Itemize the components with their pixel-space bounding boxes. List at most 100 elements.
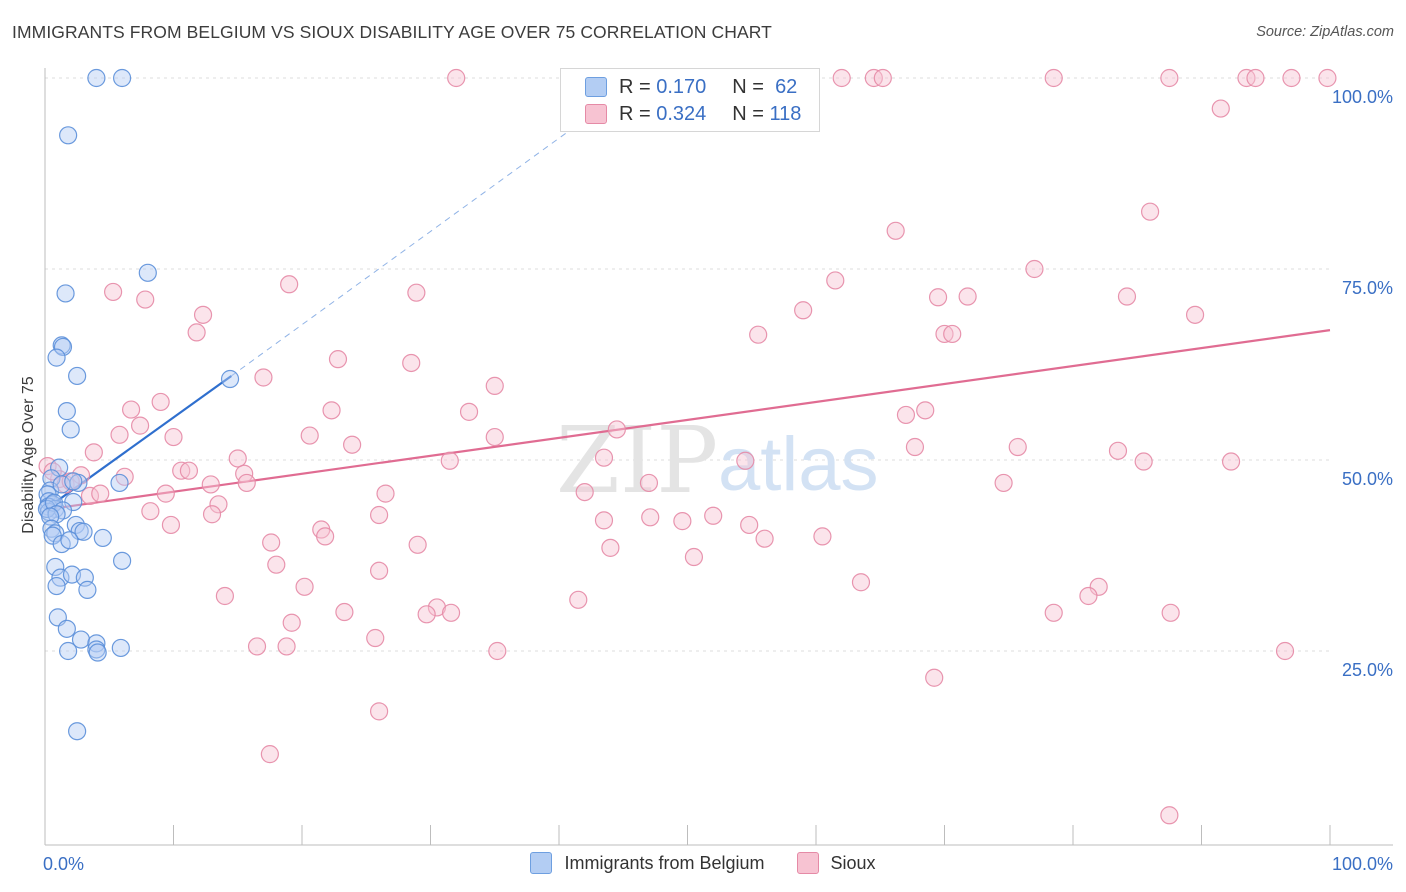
sioux-point-1 xyxy=(832,68,851,88)
legend-item-belgium: Immigrants from Belgium xyxy=(530,852,765,874)
belgium-point-2 xyxy=(59,126,78,145)
sioux-point-54 xyxy=(1134,452,1153,471)
belgium-point-55 xyxy=(68,722,87,741)
sioux-point-39 xyxy=(130,416,150,435)
sioux-point-86 xyxy=(316,527,335,546)
sioux-point-68 xyxy=(639,473,659,493)
sioux-point-52 xyxy=(440,451,459,470)
sioux-point-47 xyxy=(1008,437,1027,457)
series-belgium-points xyxy=(37,68,240,741)
legend-row-belgium: R = 0.170 N = 62 xyxy=(585,74,797,100)
legend-r-label: R = xyxy=(619,75,651,98)
belgium-point-1 xyxy=(112,68,132,88)
trend-belgium-extension xyxy=(231,100,611,377)
sioux-point-75 xyxy=(209,495,228,514)
sioux-point-24 xyxy=(1185,305,1205,324)
sioux-point-97 xyxy=(1089,577,1108,596)
belgium-point-11 xyxy=(61,420,80,439)
sioux-point-80 xyxy=(594,511,614,530)
sioux-point-53 xyxy=(736,451,755,470)
sioux-point-108 xyxy=(366,628,385,648)
sioux-point-19 xyxy=(928,288,948,307)
sioux-point-28 xyxy=(943,324,962,344)
sioux-point-34 xyxy=(121,400,141,419)
sioux-point-29 xyxy=(328,350,348,369)
sioux-point-67 xyxy=(237,473,256,493)
sioux-point-46 xyxy=(905,437,925,457)
sioux-point-38 xyxy=(896,405,916,425)
sioux-point-41 xyxy=(110,425,129,444)
sioux-point-10 xyxy=(1211,99,1230,118)
gridlines xyxy=(45,77,1330,652)
legend-swatch-belgium xyxy=(530,852,553,874)
sioux-point-20 xyxy=(958,287,977,306)
sioux-point-82 xyxy=(704,506,723,525)
sioux-point-96 xyxy=(295,577,314,596)
sioux-point-16 xyxy=(104,282,123,302)
sioux-point-9 xyxy=(1318,68,1337,88)
sioux-point-45 xyxy=(343,435,362,454)
sioux-point-79 xyxy=(641,508,660,527)
sioux-point-69 xyxy=(994,473,1013,493)
sioux-point-77 xyxy=(202,505,222,524)
sioux-point-12 xyxy=(886,221,905,240)
sioux-point-60 xyxy=(179,461,199,480)
sioux-point-32 xyxy=(485,376,504,395)
belgium-point-9 xyxy=(220,369,240,389)
belgium-point-10 xyxy=(57,402,76,421)
sioux-point-72 xyxy=(156,484,175,503)
sioux-point-110 xyxy=(277,637,296,656)
sioux-point-106 xyxy=(1161,603,1180,622)
sioux-point-71 xyxy=(91,484,110,503)
sioux-point-91 xyxy=(601,538,620,557)
sioux-point-99 xyxy=(215,586,234,606)
legend-r-value-sioux: 0.324 xyxy=(656,102,707,125)
sioux-point-50 xyxy=(594,448,614,467)
belgium-point-45 xyxy=(47,576,66,596)
sioux-point-76 xyxy=(141,502,160,521)
belgium-point-6 xyxy=(53,337,73,357)
sioux-point-31 xyxy=(254,368,273,387)
sioux-point-78 xyxy=(370,505,389,525)
sioux-point-104 xyxy=(417,605,436,624)
sioux-point-84 xyxy=(740,515,759,535)
belgium-point-50 xyxy=(87,634,106,653)
watermark-zip: ZIP xyxy=(556,407,718,514)
sioux-point-90 xyxy=(408,535,427,554)
sioux-point-87 xyxy=(755,529,774,548)
legend-swatch-sioux xyxy=(585,104,607,124)
belgium-point-51 xyxy=(87,640,106,659)
sioux-point-15 xyxy=(280,275,299,294)
legend-n-value-belgium: 62 xyxy=(775,75,798,98)
sioux-point-88 xyxy=(813,527,832,546)
sioux-point-26 xyxy=(749,325,768,344)
x-tick-label-0: 0.0% xyxy=(43,854,84,874)
sioux-point-18 xyxy=(407,283,426,302)
sioux-point-36 xyxy=(459,402,479,421)
sioux-point-55 xyxy=(1221,452,1241,471)
sioux-point-25 xyxy=(187,323,206,342)
sioux-point-113 xyxy=(925,668,944,687)
belgium-point-3 xyxy=(138,263,157,282)
x-tick-label-100: 100.0% xyxy=(1332,854,1393,874)
y-tick-label-75: 75.0% xyxy=(1342,278,1393,298)
sioux-point-93 xyxy=(267,555,286,574)
belgium-point-41 xyxy=(46,557,65,577)
sioux-point-5 xyxy=(1160,68,1179,88)
belgium-point-39 xyxy=(93,528,112,548)
belgium-point-38 xyxy=(60,531,79,550)
sioux-point-103 xyxy=(335,602,354,622)
sioux-point-11 xyxy=(1140,202,1160,221)
sioux-point-43 xyxy=(300,426,319,445)
y-tick-label-100: 100.0% xyxy=(1332,87,1393,107)
sioux-point-102 xyxy=(441,603,461,622)
axes xyxy=(44,68,1393,846)
legend-label-sioux: Sioux xyxy=(830,852,876,873)
sioux-point-8 xyxy=(1282,68,1301,88)
sioux-point-59 xyxy=(172,461,191,480)
belgium-point-4 xyxy=(56,284,75,303)
sioux-point-22 xyxy=(794,301,813,320)
sioux-point-111 xyxy=(488,641,507,661)
sioux-point-27 xyxy=(935,324,954,344)
